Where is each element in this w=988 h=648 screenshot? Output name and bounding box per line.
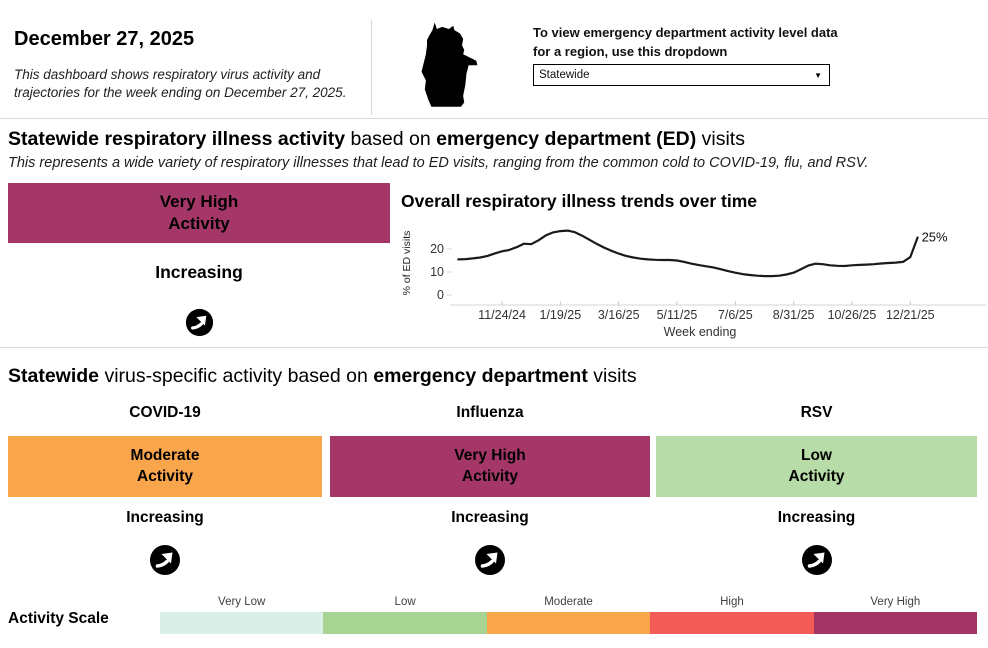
covid-level-line1: Moderate xyxy=(130,447,200,465)
scale-segment-low: Low xyxy=(323,596,487,634)
scale-segment-very-high: Very High xyxy=(813,596,978,634)
rsv-level-line1: Low xyxy=(801,447,832,465)
scale-segment-very-low-swatch xyxy=(160,612,324,634)
title-based-on: based on xyxy=(345,128,437,150)
covid-activity-level-box: Moderate Activity xyxy=(8,436,322,497)
svg-text:12/21/25: 12/21/25 xyxy=(886,308,935,322)
scale-segment-very-low-label: Very Low xyxy=(218,596,266,608)
header-bar: December 27, 2025 This dashboard shows r… xyxy=(0,0,988,119)
scale-segment-high: High xyxy=(650,596,814,634)
report-date-title: December 27, 2025 xyxy=(14,28,195,50)
scale-segment-low-label: Low xyxy=(394,596,416,608)
svg-text:11/24/24: 11/24/24 xyxy=(478,308,526,322)
scale-segment-high-swatch xyxy=(650,612,814,634)
vtitle-visits: visits xyxy=(587,365,637,387)
rsv-title: RSV xyxy=(800,404,833,421)
activity-scale-label: Activity Scale xyxy=(8,610,109,627)
overall-section-title: Statewide respiratory illness activity b… xyxy=(8,128,745,151)
virus-specific-section: Statewide virus-specific activity based … xyxy=(0,347,988,590)
dropdown-instruction-line1: To view emergency department activity le… xyxy=(533,25,838,40)
activity-scale: Activity Scale Very Low Low Moderate Hig… xyxy=(0,590,988,648)
influenza-level-line2: Activity xyxy=(462,467,518,485)
scale-segment-high-label: High xyxy=(720,596,744,608)
trend-arrow-up-right-icon xyxy=(185,308,214,337)
header-divider xyxy=(371,20,372,115)
covid-trajectory-label: Increasing xyxy=(126,509,204,526)
scale-segment-low-swatch xyxy=(323,612,487,634)
svg-text:8/31/25: 8/31/25 xyxy=(773,308,815,322)
activity-scale-segments: Very Low Low Moderate High Very High xyxy=(160,596,978,634)
dropdown-instruction-line2: for a region, use this dropdown xyxy=(533,43,728,59)
rsv-level-line2: Activity xyxy=(788,467,845,485)
influenza-title: Influenza xyxy=(456,404,524,421)
vtitle-statewide: Statewide xyxy=(8,365,100,387)
overall-activity-level-box: Very High Activity xyxy=(8,183,390,243)
region-dropdown-value: Statewide xyxy=(539,69,590,81)
svg-text:25%: 25% xyxy=(922,230,948,245)
scale-segment-very-high-label: Very High xyxy=(870,596,921,608)
scale-segment-moderate-label: Moderate xyxy=(544,596,593,608)
svg-text:7/6/25: 7/6/25 xyxy=(718,308,753,322)
overall-activity-section: Statewide respiratory illness activity b… xyxy=(0,118,988,348)
rsv-card: RSV Low Activity Increasing xyxy=(656,347,977,590)
title-statewide: Statewide respiratory illness activity xyxy=(8,128,346,150)
region-dropdown[interactable]: Statewide ▼ xyxy=(533,64,830,86)
svg-text:20: 20 xyxy=(430,242,444,256)
overall-activity-level-line2: Activity xyxy=(168,214,230,233)
covid-level-line2: Activity xyxy=(137,467,193,485)
rsv-trajectory-label: Increasing xyxy=(777,509,856,526)
rsv-activity-level-box: Low Activity xyxy=(656,436,977,497)
influenza-card: Influenza Very High Activity Increasing xyxy=(330,347,650,590)
trend-chart-svg: 11/24/24 1/19/25 3/16/25 5/11/25 7/6/25 8/31/… xyxy=(401,230,986,339)
svg-text:% of ED visits: % of ED visits xyxy=(401,231,413,296)
chevron-down-icon: ▼ xyxy=(814,70,822,80)
overall-activity-level-line1: Very High xyxy=(159,191,239,211)
trend-chart-title: Overall respiratory illness trends over … xyxy=(401,191,757,211)
covid-title: COVID-19 xyxy=(129,404,201,421)
vtitle-ed: emergency department xyxy=(373,365,588,387)
covid-trend-arrow-icon xyxy=(150,545,180,575)
svg-text:10/26/25: 10/26/25 xyxy=(828,308,877,322)
svg-text:1/19/25: 1/19/25 xyxy=(540,308,582,322)
report-date-subtitle: This dashboard shows respiratory virus a… xyxy=(14,67,347,101)
overall-section-subtitle: This represents a wide variety of respir… xyxy=(8,155,869,171)
svg-text:0: 0 xyxy=(437,288,444,302)
title-ed: emergency department (ED) xyxy=(436,128,697,150)
title-visits: visits xyxy=(696,128,745,150)
scale-segment-moderate-swatch xyxy=(486,612,651,634)
svg-text:Week ending: Week ending xyxy=(664,325,737,339)
rsv-trend-arrow-icon xyxy=(801,545,832,575)
influenza-trajectory-label: Increasing xyxy=(451,509,529,526)
covid-card: COVID-19 Moderate Activity Increasing xyxy=(8,347,322,590)
wisconsin-state-icon xyxy=(421,22,478,107)
scale-segment-very-high-swatch xyxy=(813,612,978,634)
scale-segment-moderate: Moderate xyxy=(486,596,651,634)
influenza-activity-level-box: Very High Activity xyxy=(330,436,650,497)
influenza-level-line1: Very High xyxy=(454,447,526,465)
influenza-trend-arrow-icon xyxy=(475,545,505,575)
dropdown-instruction: To view emergency department activity le… xyxy=(533,24,853,62)
overall-trajectory-label: Increasing xyxy=(155,262,243,282)
svg-text:5/11/25: 5/11/25 xyxy=(657,308,698,322)
vtitle-mid: virus-specific activity based on xyxy=(99,365,374,387)
svg-text:3/16/25: 3/16/25 xyxy=(598,308,640,322)
svg-text:10: 10 xyxy=(430,265,444,279)
virus-section-title: Statewide virus-specific activity based … xyxy=(8,365,637,388)
scale-segment-very-low: Very Low xyxy=(160,596,324,634)
